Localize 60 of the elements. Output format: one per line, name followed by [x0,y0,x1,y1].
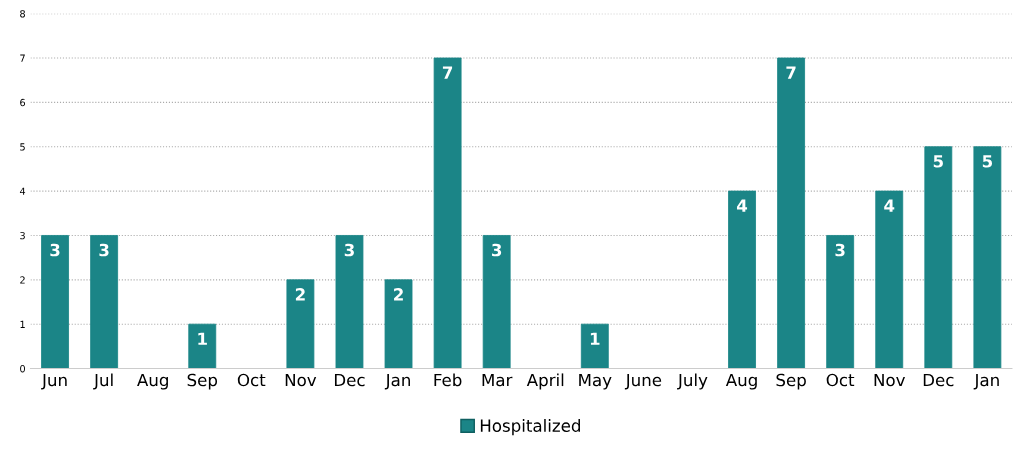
y-tick-label: 6 [20,98,26,107]
text: 5 [933,155,943,168]
bar [973,146,1002,369]
y-tick-label: 1 [20,320,25,328]
bar [433,57,462,369]
bar [826,235,855,369]
x-tick-label: Jan [384,373,410,390]
x-tick-label: Oct [237,373,266,387]
text: 3 [99,243,109,257]
bar [90,235,119,369]
x-tick-label: Dec [923,373,954,387]
text: 3 [491,243,502,257]
text: 4 [884,199,895,212]
x-tick-label: Sep [187,373,218,390]
bar [188,323,217,369]
bar [728,190,756,369]
x-tick-label: Mar [482,373,513,387]
bar [924,146,953,369]
bar [335,235,364,369]
bar [875,190,904,369]
text: 7 [442,66,453,79]
x-tick-label: Dec [334,373,365,387]
y-tick-label: 7 [20,54,25,62]
legend-label: Hospitalized [480,419,580,436]
text: 7 [786,66,796,79]
x-tick-label: May [579,373,612,390]
y-tick-label: 8 [20,10,25,18]
y-tick-label: 5 [20,143,25,151]
x-tick-label: Jun [41,373,67,390]
bar [41,235,69,369]
text: 5 [982,155,993,168]
x-tick-label: Aug [137,373,168,390]
bar [580,323,609,369]
x-tick-label: Nov [285,373,317,387]
y-tick-label: 4 [19,187,26,195]
bar [777,57,806,369]
y-tick-label: 0 [20,365,25,373]
text: 1 [590,332,600,345]
y-tick-label: 3 [20,231,25,240]
x-tick-label: July [677,373,708,390]
x-tick-label: Jul [93,373,113,390]
x-tick-label: April [526,373,564,390]
text: 3 [835,243,845,257]
bar [384,279,413,369]
y-tick-label: 2 [20,276,25,284]
text: 4 [736,199,748,212]
text: 1 [198,332,207,345]
x-tick-label: Feb [434,373,462,387]
x-tick-label: Oct [826,373,855,387]
x-tick-label: Jan [973,373,999,390]
bar [286,279,315,369]
x-tick-label: Aug [725,373,757,390]
x-tick-label: June [624,373,662,390]
bar [482,235,511,369]
text: 3 [50,243,60,257]
x-tick-label: Nov [874,373,906,387]
text: 2 [394,288,403,301]
text: 2 [295,288,305,301]
text: 3 [344,243,354,257]
x-tick-label: Sep [776,373,806,390]
